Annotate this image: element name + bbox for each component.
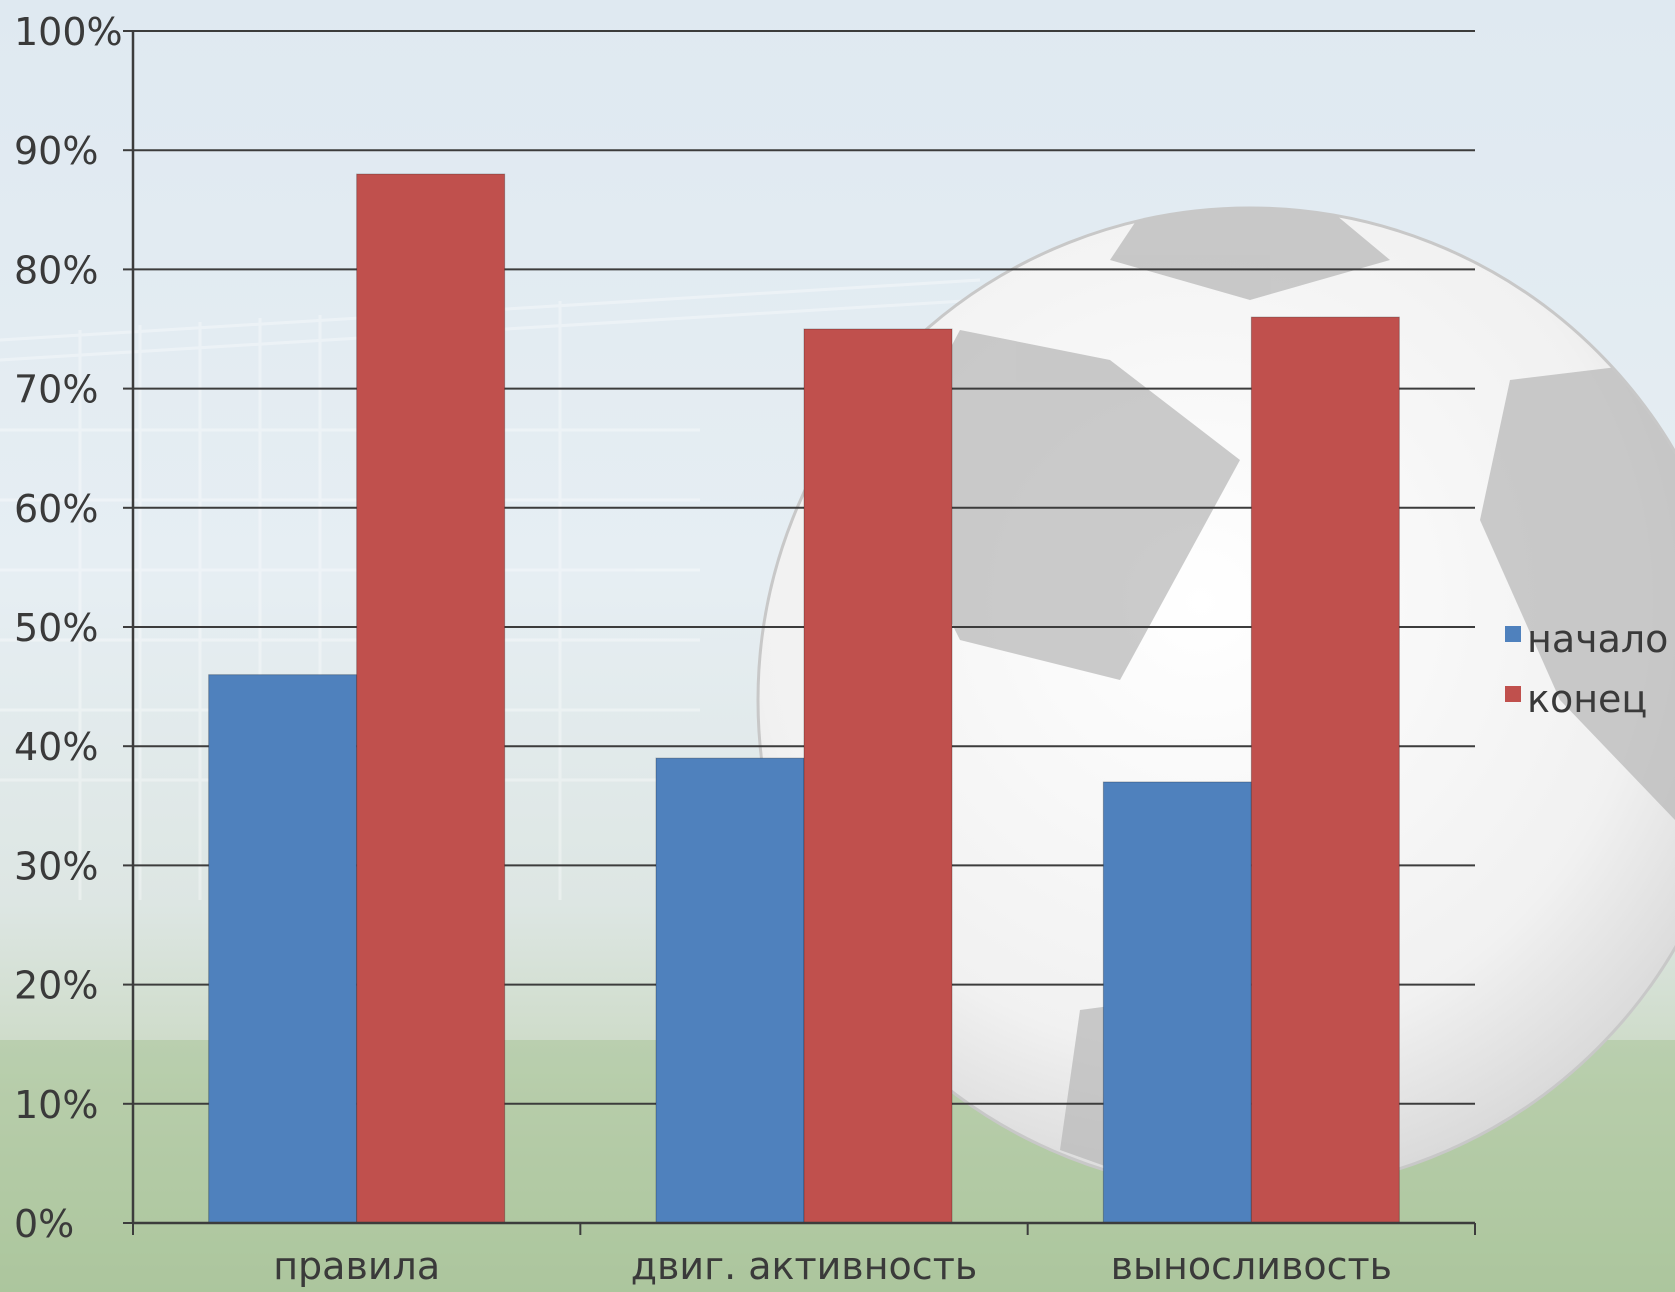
y-tick-label: 30% xyxy=(14,844,98,888)
legend: начало конец xyxy=(1505,617,1668,721)
bar-start-1 xyxy=(655,757,805,1224)
bar-end-2 xyxy=(1250,316,1400,1224)
y-tick-label: 100% xyxy=(14,10,123,54)
bar-start-0 xyxy=(208,674,358,1224)
y-tick-label: 20% xyxy=(14,964,98,1008)
legend-swatch-end xyxy=(1505,686,1521,702)
bars xyxy=(208,173,1400,1224)
y-axis-ticks: 0% 10% 20% 30% 40% 50% 60% 70% 80% 90% 100% xyxy=(14,10,133,1246)
legend-label-end: конец xyxy=(1527,677,1647,721)
bar-end-0 xyxy=(356,173,506,1224)
legend-swatch-start xyxy=(1505,626,1521,642)
y-tick-label: 80% xyxy=(14,248,98,292)
y-tick-label: 60% xyxy=(14,487,98,531)
x-tick-label: двиг. активность xyxy=(631,1244,977,1288)
y-tick-label: 90% xyxy=(14,129,98,173)
legend-label-start: начало xyxy=(1527,617,1668,661)
y-tick-label: 50% xyxy=(14,606,98,650)
y-tick-label: 40% xyxy=(14,725,98,769)
bar-end-1 xyxy=(803,328,953,1224)
bar-start-2 xyxy=(1102,781,1252,1224)
x-tick-label: правила xyxy=(273,1244,440,1288)
x-axis-ticks: правила двиг. активность выносливость xyxy=(132,1223,1476,1288)
x-tick-label: выносливость xyxy=(1111,1244,1392,1288)
y-tick-label: 10% xyxy=(14,1083,98,1127)
y-tick-label: 70% xyxy=(14,368,98,412)
y-tick-label: 0% xyxy=(14,1202,74,1246)
